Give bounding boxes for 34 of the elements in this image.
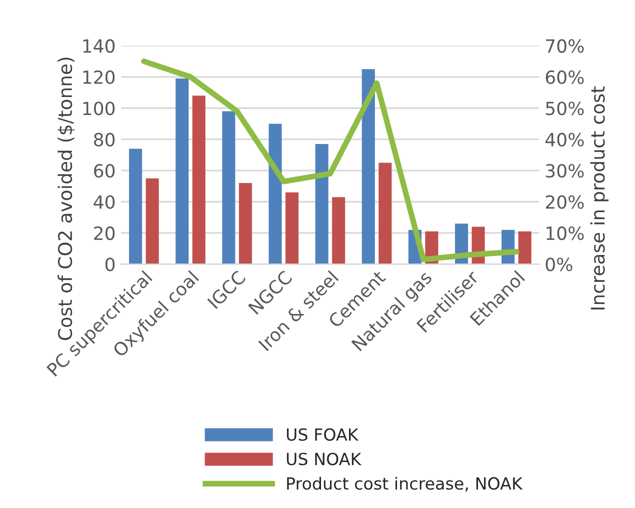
bar bbox=[176, 78, 189, 264]
y2-tick-label: 40% bbox=[545, 132, 584, 146]
y-tick-label: 100 bbox=[83, 102, 115, 116]
y-axis-title: Cost of CO2 avoided ($/tonne) bbox=[58, 58, 75, 340]
bar bbox=[332, 197, 346, 264]
y2-tick-label: 10% bbox=[546, 226, 584, 240]
bar bbox=[146, 178, 159, 264]
bar bbox=[518, 231, 532, 264]
bar bbox=[378, 162, 392, 264]
y-tick-label: 0 bbox=[105, 258, 115, 272]
bar bbox=[268, 124, 282, 264]
y2-tick-label: 20% bbox=[546, 195, 584, 209]
legend-label: Product cost increase, NOAK bbox=[287, 476, 523, 492]
y-tick-label: 60 bbox=[94, 164, 115, 178]
y2-tick-label: 70% bbox=[546, 39, 584, 53]
y2-tick-label: 60% bbox=[546, 70, 584, 84]
legend-label: US NOAK bbox=[286, 452, 362, 466]
y2-tick-label: 50% bbox=[546, 102, 584, 116]
y2-tick-label: 0% bbox=[546, 258, 572, 272]
y-tick-label: 80 bbox=[94, 132, 115, 146]
bar bbox=[238, 183, 252, 264]
bar bbox=[192, 96, 206, 264]
y-tick-label: 20 bbox=[94, 226, 115, 240]
bar bbox=[129, 148, 142, 264]
y-tick-label: 40 bbox=[94, 195, 115, 209]
bar bbox=[222, 111, 236, 264]
y-tick-label: 120 bbox=[83, 70, 115, 84]
y2-tick-label: 30% bbox=[546, 164, 584, 178]
bar bbox=[315, 144, 328, 264]
bar bbox=[285, 192, 299, 264]
legend-label: US FOAK bbox=[286, 428, 359, 441]
bar bbox=[362, 69, 375, 264]
y-tick-label: 140 bbox=[83, 39, 115, 53]
y2-axis-title: Increase in product cost bbox=[590, 86, 608, 310]
